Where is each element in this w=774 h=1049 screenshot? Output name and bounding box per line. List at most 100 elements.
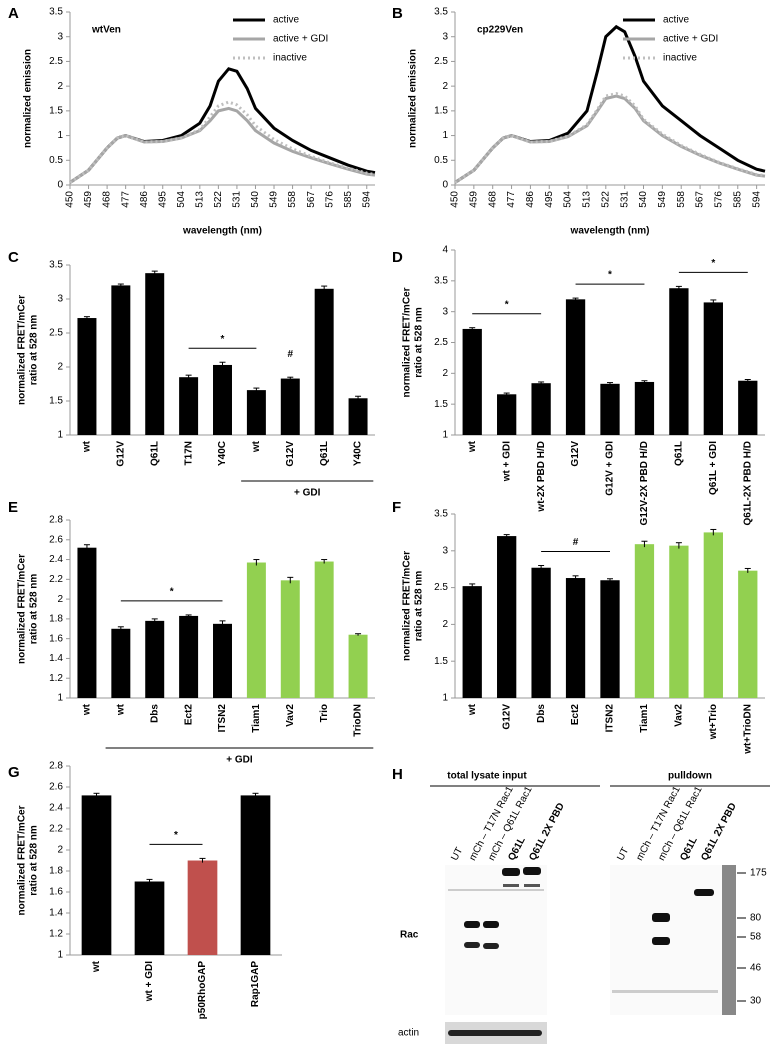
chart-title: cp229Ven: [477, 25, 523, 36]
x-tick-label: 477: [120, 191, 131, 208]
bar: [600, 580, 620, 698]
x-tick-label: 567: [306, 191, 317, 208]
y-tick-label: 2.8: [49, 761, 63, 772]
y-tick-label: 1: [442, 430, 448, 441]
y-tick-label: 3.5: [434, 509, 448, 520]
x-tick-label: 558: [287, 191, 298, 208]
series-line: [454, 92, 766, 184]
x-tick-label: Vav2: [674, 704, 685, 727]
row-label: Rac: [400, 930, 419, 941]
panel-label: F: [392, 499, 401, 516]
y-axis-label: ratio at 528 nm: [29, 315, 40, 386]
annotation: *: [608, 270, 612, 281]
x-tick-label: 585: [343, 191, 354, 208]
y-tick-label: 2: [57, 362, 63, 373]
ladder: [722, 865, 736, 1015]
x-tick-label: 567: [695, 191, 706, 208]
bar: [213, 364, 232, 435]
y-tick-label: 3.5: [434, 7, 448, 18]
x-tick-label: wt+Trio: [708, 704, 719, 740]
panel-label: D: [392, 249, 403, 266]
x-tick-label: p50RhoGAP: [197, 961, 208, 1020]
y-tick-label: 1.2: [49, 673, 63, 684]
y-tick-label: 3: [57, 31, 63, 42]
y-axis-label: normalized FRET/mCer: [402, 551, 413, 661]
y-tick-label: 3: [57, 294, 63, 305]
bar: [314, 561, 334, 698]
y-axis-label: ratio at 528 nm: [29, 574, 40, 645]
band: [523, 867, 541, 875]
x-tick-label: G12V: [570, 441, 581, 467]
bar: [111, 285, 131, 435]
marker-label: 30: [750, 996, 762, 1007]
bar: [179, 615, 199, 698]
y-tick-label: 0: [57, 180, 63, 191]
lane-label: Q61L: [506, 835, 527, 862]
y-tick-label: 3.5: [434, 275, 448, 286]
bar: [246, 562, 266, 698]
lane-label: Q61L 2X PBD: [699, 801, 739, 862]
x-tick-label: Tiam1: [251, 704, 262, 733]
legend-label: active + GDI: [663, 34, 718, 45]
x-tick-label: 576: [324, 191, 335, 208]
x-tick-label: 477: [506, 191, 517, 208]
annotation: #: [287, 349, 293, 360]
x-tick-label: wt-2X PBD H/D: [536, 441, 547, 513]
y-tick-label: 4: [442, 245, 448, 256]
y-tick-label: 1: [57, 130, 63, 141]
bar: [531, 567, 551, 698]
band: [524, 884, 540, 887]
lane-label: Q61L: [678, 835, 699, 862]
x-tick-label: Q61L: [674, 441, 685, 466]
marker-label: 46: [750, 963, 762, 974]
band: [503, 884, 519, 887]
y-tick-label: 2.5: [434, 56, 448, 67]
y-tick-label: 2: [57, 845, 63, 856]
blot-header: total lysate input: [447, 771, 527, 782]
row-label: actin: [398, 1028, 419, 1039]
y-tick-label: 2.2: [49, 824, 63, 835]
annotation: *: [221, 334, 225, 345]
y-tick-label: 3: [442, 545, 448, 556]
x-tick-label: 549: [657, 191, 668, 208]
bar: [738, 570, 758, 698]
band: [464, 942, 480, 948]
y-axis-label: normalized emission: [23, 49, 34, 148]
x-tick-label: Dbs: [536, 704, 547, 723]
y-axis-label: normalized FRET/mCer: [17, 554, 28, 664]
bar: [77, 547, 97, 698]
x-tick-label: 576: [714, 191, 725, 208]
band: [502, 868, 520, 876]
x-tick-label: 522: [600, 191, 611, 208]
y-tick-label: 0.5: [49, 155, 63, 166]
panel-label: H: [392, 766, 403, 783]
x-tick-label: ITSN2: [217, 704, 228, 733]
y-tick-label: 1.6: [49, 633, 63, 644]
x-tick-label: wt: [115, 703, 126, 716]
x-tick-label: 513: [194, 191, 205, 208]
legend-label: active + GDI: [273, 34, 328, 45]
bar: [565, 578, 586, 698]
x-tick-label: Tiam1: [639, 704, 650, 733]
lane-label: UT: [615, 846, 631, 863]
bar: [81, 795, 112, 955]
x-tick-label: 549: [269, 191, 280, 208]
x-tick-label: Q61L + GDI: [708, 441, 719, 495]
bar: [669, 288, 689, 435]
legend-label: active: [273, 15, 300, 26]
x-tick-label: 504: [176, 191, 187, 208]
x-tick-label: 531: [232, 191, 243, 208]
lane-label: Q61L 2X PBD: [527, 801, 567, 862]
marker-label: 58: [750, 932, 762, 943]
bar: [497, 394, 517, 435]
band: [652, 937, 670, 945]
y-tick-label: 1.5: [49, 396, 63, 407]
bar: [213, 623, 232, 698]
series-line: [69, 100, 376, 184]
y-tick-label: 3.5: [49, 7, 63, 18]
y-axis-label: normalized emission: [408, 49, 419, 148]
y-tick-label: 2.8: [49, 515, 63, 526]
y-tick-label: 1.5: [49, 105, 63, 116]
x-tick-label: Ect2: [183, 704, 194, 726]
y-tick-label: 1: [442, 693, 448, 704]
